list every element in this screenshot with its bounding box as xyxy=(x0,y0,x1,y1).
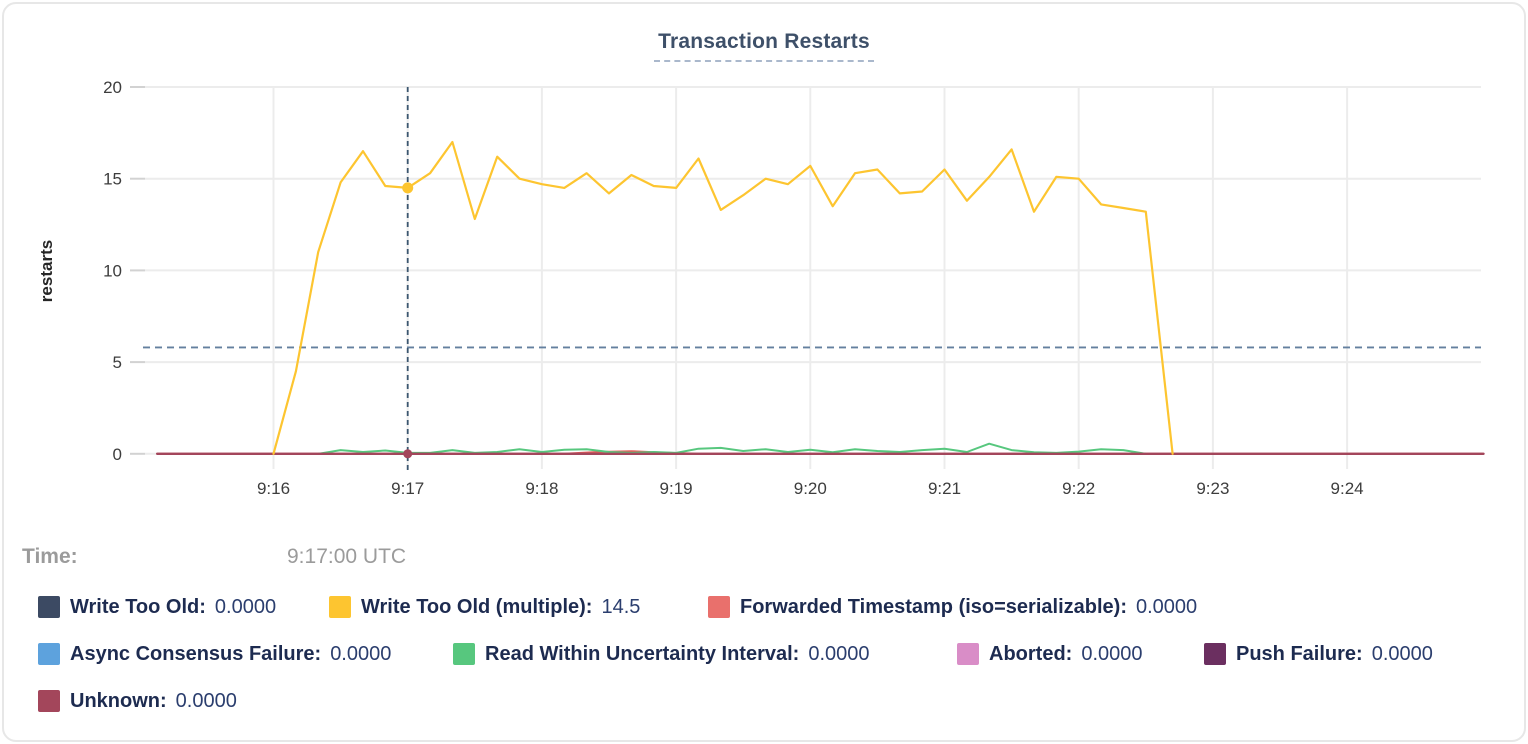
push-failure-swatch xyxy=(1204,643,1226,665)
legend-item-read-within-uncertainty: Read Within Uncertainty Interval: 0.0000 xyxy=(453,641,870,667)
forwarded-timestamp-swatch xyxy=(708,596,730,618)
x-tick-label: 9:22 xyxy=(1062,479,1095,498)
async-consensus-failure-swatch xyxy=(38,643,60,665)
write-too-old-swatch xyxy=(38,596,60,618)
hover-dot-unknown xyxy=(403,449,413,459)
y-tick-label: 15 xyxy=(103,170,122,189)
transaction-restarts-chart[interactable]: 0 5 10 15 20 9:16 9:17 9:18 9:19 9:20 9:21 9:22 9:23… xyxy=(4,4,1526,524)
legend-label: Async Consensus Failure: xyxy=(70,642,322,665)
legend-value: 0.0000 xyxy=(175,689,237,712)
legend-value: 0.0000 xyxy=(330,642,392,665)
x-tick-label: 9:23 xyxy=(1196,479,1229,498)
time-label: Time: xyxy=(22,545,78,568)
y-tick-label: 10 xyxy=(103,261,122,280)
hover-time-row: Time: 9:17:00 UTC xyxy=(4,545,1524,571)
time-value: 9:17:00 UTC xyxy=(287,545,407,568)
legend-item-async-consensus-failure: Async Consensus Failure: 0.0000 xyxy=(38,641,391,667)
legend-value: 14.5 xyxy=(601,595,641,618)
legend-item-unknown: Unknown: 0.0000 xyxy=(38,688,237,714)
chart-header: Transaction Restarts xyxy=(4,30,1524,62)
write-too-old-multiple-swatch xyxy=(329,596,351,618)
read-within-uncertainty-swatch xyxy=(453,643,475,665)
series-write-too-old-multiple xyxy=(272,140,1174,455)
legend-label: Forwarded Timestamp (iso=serializable): xyxy=(740,595,1127,618)
legend-value: 0.0000 xyxy=(214,595,277,618)
legend-label: Push Failure: xyxy=(1236,642,1363,665)
y-axis-title: restarts xyxy=(37,240,56,302)
x-tick-label: 9:20 xyxy=(794,479,827,498)
legend-item-write-too-old-multiple: Write Too Old (multiple): 14.5 xyxy=(329,594,640,620)
x-tick-label: 9:17 xyxy=(391,479,424,498)
y-tick-label: 5 xyxy=(113,353,122,372)
x-tick-label: 9:16 xyxy=(257,479,290,498)
legend-label: Write Too Old: xyxy=(70,595,206,618)
chart-title[interactable]: Transaction Restarts xyxy=(654,30,874,62)
series-read-within-uncertainty-interval xyxy=(317,442,1147,455)
legend-label: Aborted: xyxy=(989,642,1073,665)
x-tick-label: 9:24 xyxy=(1331,479,1364,498)
x-tick-label: 9:19 xyxy=(660,479,693,498)
legend-item-write-too-old: Write Too Old: 0.0000 xyxy=(38,594,276,620)
legend-value: 0.0000 xyxy=(1371,642,1433,665)
legend-item-forwarded-timestamp: Forwarded Timestamp (iso=serializable): … xyxy=(708,594,1197,620)
x-tick-label: 9:18 xyxy=(525,479,558,498)
unknown-swatch xyxy=(38,690,60,712)
y-tick-label: 20 xyxy=(103,78,122,97)
legend-label: Read Within Uncertainty Interval: xyxy=(485,642,800,665)
legend-label: Write Too Old (multiple): xyxy=(361,595,593,618)
legend-item-aborted: Aborted: 0.0000 xyxy=(957,641,1143,667)
legend-value: 0.0000 xyxy=(808,642,870,665)
hover-dot-write-too-old-multiple xyxy=(402,182,414,194)
y-tick-label: 0 xyxy=(113,445,122,464)
legend-value: 0.0000 xyxy=(1135,595,1198,618)
legend-value: 0.0000 xyxy=(1081,642,1143,665)
aborted-swatch xyxy=(957,643,979,665)
legend-label: Unknown: xyxy=(70,689,167,712)
legend-item-push-failure: Push Failure: 0.0000 xyxy=(1204,641,1433,667)
x-tick-label: 9:21 xyxy=(928,479,961,498)
